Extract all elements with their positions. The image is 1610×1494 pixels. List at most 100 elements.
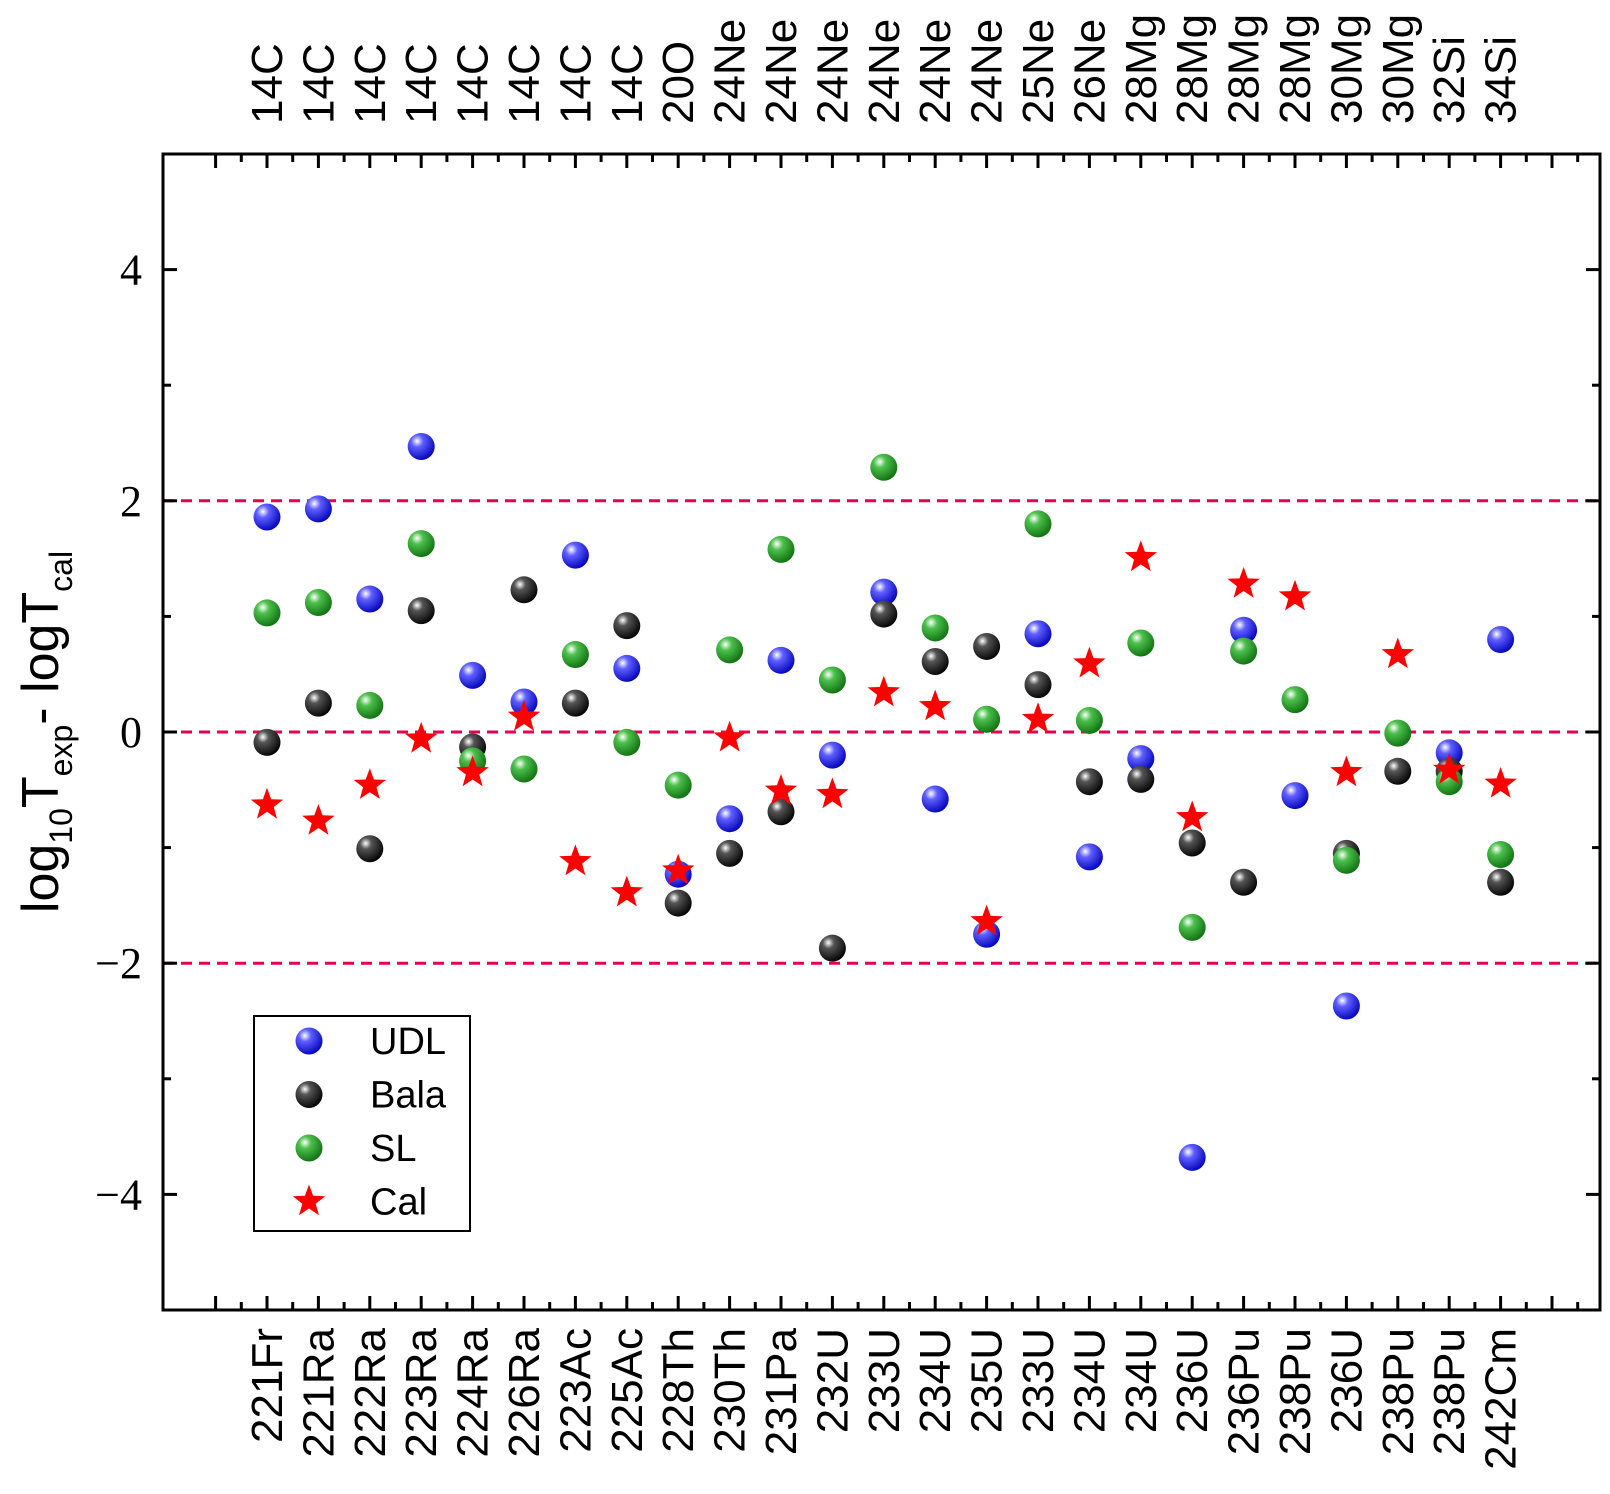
y-tick-label: −4 xyxy=(95,1170,142,1219)
sl-point xyxy=(870,453,898,481)
bala-point xyxy=(1230,868,1258,896)
top-category-labels: 14C 14C 14C 14C 14C 14C 14C 14C 20O 24Ne 24Ne 24Ne 2… xyxy=(243,14,1526,124)
sl-point xyxy=(407,530,435,558)
reference-lines xyxy=(163,499,1600,965)
legend-label-bala: Bala xyxy=(370,1075,447,1117)
series-cal xyxy=(250,540,1517,936)
bala-point xyxy=(767,798,795,826)
bala-point xyxy=(510,576,538,604)
bottom-category-label: 234U xyxy=(1117,1328,1166,1433)
sl-point xyxy=(1384,719,1412,747)
cal-point xyxy=(1176,800,1209,832)
udl-point xyxy=(921,785,949,813)
sl-point xyxy=(767,535,795,563)
legend-label-udl: UDL xyxy=(370,1021,446,1063)
bottom-category-label: 236Pu xyxy=(1220,1328,1269,1455)
cal-point xyxy=(1073,646,1106,678)
y-tick-label: −2 xyxy=(95,939,142,988)
bottom-category-label: 224Ra xyxy=(449,1327,498,1457)
bala-point xyxy=(1384,757,1412,785)
udl-point xyxy=(304,495,332,523)
y-axis-label: log10Texp- logTcal xyxy=(12,551,79,913)
bottom-category-label: 233U xyxy=(860,1328,909,1433)
cal-point xyxy=(1227,567,1260,598)
top-category-label: 14C xyxy=(603,43,652,124)
bala-point xyxy=(561,689,589,717)
udl-point xyxy=(1281,782,1309,810)
legend-box xyxy=(253,1015,471,1232)
bala-point xyxy=(304,689,332,717)
udl-point xyxy=(1487,626,1515,654)
bala-point xyxy=(870,600,898,628)
legend: UDL Bala SL Cal xyxy=(253,1015,471,1232)
bottom-category-label: 222Ra xyxy=(346,1327,395,1457)
bala-point xyxy=(1178,829,1206,857)
bottom-category-label: 233U xyxy=(1014,1328,1063,1433)
bala-point xyxy=(1024,671,1052,699)
sl-point xyxy=(510,755,538,783)
top-category-label: 14C xyxy=(243,43,292,124)
top-category-label: 14C xyxy=(449,43,498,124)
plot-frame xyxy=(161,152,1602,1312)
bala-point xyxy=(921,647,949,675)
top-category-label: 24Ne xyxy=(911,19,960,124)
top-category-label: 25Ne xyxy=(1014,19,1063,124)
cal-point xyxy=(764,774,798,805)
cal-point xyxy=(662,853,695,885)
top-category-label: 20O xyxy=(654,41,703,124)
cal-point xyxy=(919,689,952,721)
sl-point xyxy=(1332,846,1360,874)
sl-point xyxy=(356,691,384,719)
udl-point xyxy=(356,585,384,613)
bottom-category-label: 223Ra xyxy=(397,1327,446,1457)
cal-point xyxy=(1381,637,1414,669)
udl-point xyxy=(767,646,795,674)
cal-point xyxy=(456,755,489,787)
sl-point xyxy=(973,705,1001,733)
top-category-label: 24Ne xyxy=(757,19,806,124)
sl-point xyxy=(921,614,949,642)
sl-point xyxy=(664,771,692,799)
cal-point xyxy=(1124,540,1157,572)
top-category-label: 14C xyxy=(397,43,446,124)
cal-point xyxy=(1433,753,1466,784)
y-tick-labels: −4 −2 0 2 4 xyxy=(95,246,142,1220)
sl-point xyxy=(1230,637,1258,665)
top-category-label: 28Mg xyxy=(1168,14,1217,124)
top-category-label: 28Mg xyxy=(1117,14,1166,124)
sl-point xyxy=(716,636,744,664)
bala-point xyxy=(356,835,384,863)
udl-point xyxy=(253,503,281,531)
cal-point xyxy=(1330,755,1363,787)
bala-point xyxy=(664,889,692,917)
sl-point xyxy=(1075,706,1103,734)
bala-point xyxy=(1127,765,1155,793)
legend-marker-sl xyxy=(295,1134,323,1162)
sl-point xyxy=(1024,510,1052,538)
cal-point xyxy=(250,787,284,819)
bottom-category-labels: 221Fr 221Ra 222Ra 223Ra 224Ra 226Ra 223Ac 225Ac… xyxy=(243,1327,1526,1469)
bottom-category-label: 232U xyxy=(808,1328,857,1433)
data-points xyxy=(250,432,1517,1171)
legend-marker-cal xyxy=(292,1184,326,1216)
bottom-category-label: 221Fr xyxy=(243,1328,292,1443)
udl-point xyxy=(1024,620,1052,648)
udl-point xyxy=(716,805,744,833)
bala-point xyxy=(1487,868,1515,896)
udl-point xyxy=(459,661,487,689)
bottom-category-label: 234U xyxy=(911,1328,960,1433)
udl-point xyxy=(1075,843,1103,871)
udl-point xyxy=(1178,1143,1206,1171)
top-category-label: 28Mg xyxy=(1271,14,1320,124)
bottom-category-label: 226Ra xyxy=(500,1327,549,1457)
bottom-category-label: 238Pu xyxy=(1374,1328,1423,1455)
bottom-category-label: 221Ra xyxy=(294,1327,343,1457)
sl-point xyxy=(253,599,281,627)
bottom-category-label: 236U xyxy=(1168,1328,1217,1433)
bala-point xyxy=(613,612,641,640)
bala-point xyxy=(253,728,281,756)
udl-point xyxy=(407,432,435,460)
sl-point xyxy=(561,641,589,669)
udl-point xyxy=(818,741,846,769)
bottom-category-label: 234U xyxy=(1065,1328,1114,1433)
